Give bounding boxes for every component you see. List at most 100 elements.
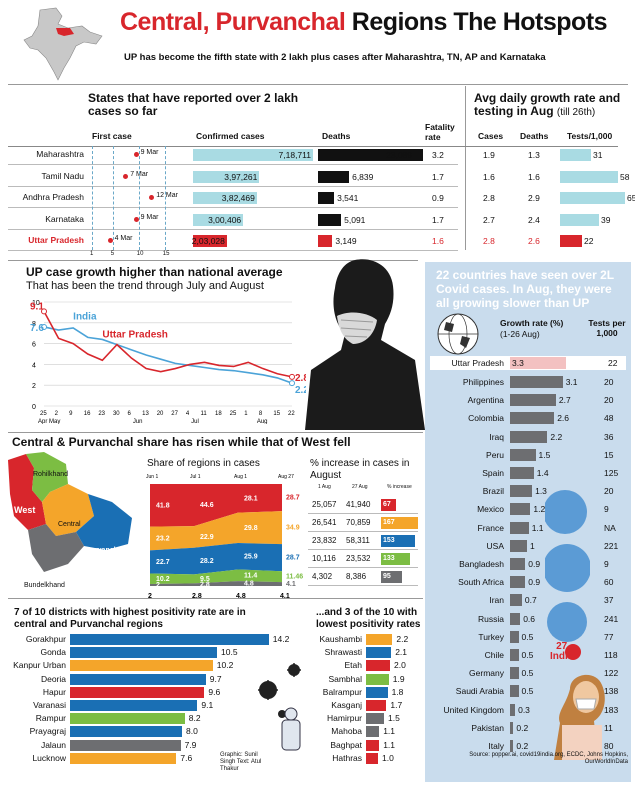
share-date: Aug 27 [278,474,294,480]
district-positivity-value: 2.1 [395,647,408,658]
country-growth-bar [510,357,567,369]
share-value-label: 28.7 [286,555,300,562]
country-tests-value: 80 [604,741,614,751]
country-label: Russia [478,613,504,624]
country-label: USA [486,540,504,551]
divider [8,84,628,85]
series-end-point [289,380,295,387]
tests-bar [560,170,618,183]
up-end-label: 2.8 [295,373,306,384]
country-growth-value: 0.5 [521,686,534,697]
district-label: Jalaun [40,739,66,750]
header-divider [8,146,618,147]
district-label: Gonda [40,647,66,658]
district-label: Hapur [42,686,66,697]
confirmed-bar: 7,18,711 [193,149,313,161]
district-label: Lucknow [32,752,66,763]
aug27-value: 23,532 [346,554,371,563]
deaths-bar [318,235,333,247]
map-label-purvanchal: Purvanchal [86,547,124,554]
growth-deaths-value: 1.6 [528,171,540,182]
row-divider [308,567,418,568]
country-growth-value: 0.9 [528,559,541,569]
first-case-tick: 1 [90,251,94,257]
month-label: Apr May [38,419,60,424]
country-growth-value: 1.2 [533,504,546,515]
aug27-value: 41,940 [346,500,371,509]
country-growth-bar [510,485,533,498]
growth-table-title: Avg daily growth rate and testing in Aug… [474,91,621,119]
district-positivity-value: 9.6 [208,686,221,697]
month-label: Aug [257,419,268,424]
x-tick: 23 [98,411,105,417]
growth-cases-value: 2.8 [483,236,495,246]
up-series-line [43,310,293,378]
country-growth-bar [510,740,514,752]
growth-cases-value: 1.9 [483,150,495,160]
share-value-label: 11.4 [244,572,257,579]
districts-low-title: ...and 3 of the 10 with lowest positivit… [316,607,421,630]
source-note: Source: popper.ai, covid19india.org, ECD… [469,752,628,765]
district-positivity-value: 1.5 [388,713,400,724]
deaths-value: 5,091 [344,214,366,225]
district-positivity-bar [366,726,380,738]
map-label-west: West [14,505,36,515]
confirmed-value: 3,00,406 [208,214,242,225]
country-label: France [477,522,504,533]
first-case-gridline [138,146,140,250]
share-value-label: 4.8 [244,581,254,588]
share-area-central [150,511,282,551]
country-growth-value: 2.2 [550,431,563,442]
district-positivity-value: 7.9 [184,739,197,750]
country-label: Peru [486,449,504,460]
country-growth-value: 0.7 [524,595,537,606]
masked-woman-illustration [554,674,605,760]
virus-doctor-illustration [258,663,301,751]
up-start-label: 9.1 [30,301,44,312]
growth-rate-header-note: (1-26 Aug) [500,329,540,339]
country-growth-value: 0.5 [521,668,534,679]
confirmed-value: 3,82,469 [221,193,255,203]
share-value-label: 25.9 [244,553,258,560]
district-positivity-value: 14.2 [272,634,290,644]
country-tests-value: 9 [604,559,609,569]
district-positivity-value: 9.7 [209,673,222,684]
country-tests-value: 77 [604,631,614,642]
countries-title: 22 countries have seen over 2L Covid cas… [436,268,614,310]
country-growth-bar [510,667,519,680]
aug1-value: 26,541 [312,518,337,527]
month-label: Jun [133,419,143,424]
country-label: Philippines [462,377,504,387]
up-label: Uttar Pradesh [102,329,168,340]
growth-deaths-value: 1.3 [528,150,540,160]
state-label: Karnataka [45,213,84,224]
growth-chart-subtitle: That has been the trend through July and… [26,280,264,292]
district-positivity-value: 8.2 [188,713,201,724]
map-label-bundelkhand: Bundelkhand [24,582,65,589]
share-area-bundelkhand [150,581,282,586]
country-label: Spain [482,468,504,478]
country-growth-bar [510,394,556,407]
increase-pct: 167 [383,519,395,526]
share-value-label: 41.8 [156,502,170,509]
share-date: Aug 1 [234,474,247,480]
country-growth-value: 3.1 [565,377,578,387]
x-tick: 15 [273,411,280,417]
states-table-title: States that have reported over 2 lakh ca… [88,91,299,118]
increase-bar: 133 [381,553,411,565]
district-label: Gorakhpur [25,634,66,644]
district-positivity-bar [70,752,177,764]
x-tick: 18 [215,411,222,417]
state-label: Andhra Pradesh [22,192,84,202]
country-growth-value: 0.2 [516,741,529,751]
country-label: Germany [469,668,504,679]
y-tick: 2 [32,383,36,390]
district-label: Balrampur [322,686,362,697]
first-case-label: 4 Mar [114,235,133,242]
first-case-header: First case [92,131,132,141]
country-growth-bar [510,412,555,425]
share-chart-title: Share of regions in cases [147,458,260,469]
bundelkhand-value-label: 4.8 [236,593,246,600]
country-growth-value: 0.3 [518,704,530,715]
